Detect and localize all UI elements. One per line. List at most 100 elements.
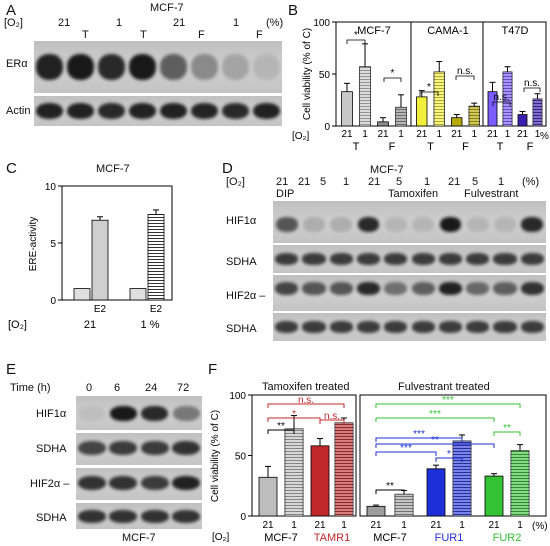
x-tick-label: 1 bbox=[459, 520, 465, 531]
era-blot bbox=[34, 41, 282, 93]
blot-band bbox=[35, 54, 64, 80]
blot-band bbox=[356, 321, 381, 333]
panel-a-treatment: T bbox=[140, 29, 147, 41]
panel-e-row-label: HIF1α bbox=[36, 408, 67, 420]
bar-stripes bbox=[434, 71, 445, 126]
x-axis-o2-label: [O₂] bbox=[212, 532, 229, 543]
bar-stripes bbox=[453, 440, 471, 516]
significance-bracket bbox=[375, 451, 437, 456]
significance-label: ** bbox=[503, 423, 511, 434]
y-tick-label: 100 bbox=[313, 18, 330, 29]
blot-band bbox=[159, 54, 188, 80]
significance-label: *** bbox=[413, 429, 425, 440]
blot-band bbox=[172, 441, 201, 456]
blot-band bbox=[35, 102, 64, 120]
panel-e-row-label: HIF2α – bbox=[30, 478, 70, 490]
x-tick-label: 21 bbox=[488, 520, 500, 531]
bar-stripes bbox=[285, 428, 303, 516]
panel-d-o2-value: 21 bbox=[276, 176, 289, 188]
blot-band bbox=[412, 216, 435, 232]
panel-d-o2-value: 21 bbox=[448, 176, 461, 188]
bar bbox=[73, 288, 91, 301]
panel-a-o2-value: 1 bbox=[233, 17, 240, 29]
blot-band bbox=[357, 216, 380, 232]
panel-a-treatment: F bbox=[198, 29, 205, 41]
blot-band bbox=[466, 216, 489, 232]
blot-band bbox=[384, 321, 408, 333]
significance-label: * bbox=[354, 30, 358, 41]
panel-e-time: 24 bbox=[145, 382, 158, 394]
bar-label: E2 bbox=[94, 304, 107, 315]
blot-band bbox=[329, 282, 353, 295]
panel-d-group-fulvestrant: Fulvestrant bbox=[464, 188, 519, 200]
panel-a-unit: (%) bbox=[266, 17, 284, 29]
significance-bracket bbox=[267, 429, 295, 434]
sdha-blot bbox=[76, 503, 202, 529]
cell-line-label: FUR2 bbox=[493, 532, 522, 544]
y-axis-label: ERE-activity bbox=[28, 217, 39, 271]
x-tick-label: 1 bbox=[341, 520, 347, 531]
y-tick-label: 50 bbox=[319, 70, 331, 81]
blot-band bbox=[128, 54, 157, 80]
x-tick-label: 21 bbox=[341, 129, 353, 140]
x-tick-label: 21 bbox=[314, 520, 326, 531]
x-tick-label: 1 bbox=[362, 129, 368, 140]
y-tick-label: 100 bbox=[229, 391, 246, 402]
panel-d-row-label: SDHA bbox=[226, 256, 257, 268]
blot-band bbox=[302, 282, 326, 295]
blot-band bbox=[78, 406, 106, 422]
y-tick-label: 10 bbox=[45, 182, 57, 193]
panel-a-row-label-era: ERα bbox=[6, 58, 28, 70]
bar-stripes bbox=[335, 422, 353, 516]
panel-d-o2-value: 5 bbox=[472, 176, 479, 188]
subplot-title: CAMA-1 bbox=[427, 25, 469, 37]
hif2a-blot bbox=[76, 468, 202, 500]
significance-bracket bbox=[375, 417, 495, 422]
x-tick-label: 21 bbox=[370, 520, 382, 531]
bar-stripes bbox=[359, 66, 371, 126]
blot-band bbox=[520, 282, 544, 295]
x-tick-label: 1 bbox=[401, 520, 407, 531]
panel-e-row-label: SDHA bbox=[36, 443, 67, 455]
blot-band bbox=[140, 441, 169, 456]
panel-d-o2-value: 1 bbox=[424, 176, 431, 188]
panel-c-letter: C bbox=[6, 160, 17, 177]
panel-e-time: 72 bbox=[177, 382, 190, 394]
panel-d-group-dip: DIP bbox=[276, 188, 295, 200]
blot-band bbox=[221, 102, 250, 120]
panel-a-treatment: F bbox=[256, 29, 263, 41]
panel-d-o2-value: 1 bbox=[343, 176, 350, 188]
blot-band bbox=[141, 406, 169, 422]
blot-band bbox=[466, 282, 490, 295]
subplot-title: MCF-7 bbox=[357, 25, 391, 37]
bar-stripes bbox=[511, 450, 529, 516]
blot-band bbox=[493, 282, 517, 295]
significance-label: * bbox=[292, 409, 296, 420]
bar bbox=[484, 475, 504, 517]
panel-d-o2-value: 5 bbox=[396, 176, 403, 188]
blot-band bbox=[302, 321, 326, 333]
y-axis-label: Cell viability (% of C) bbox=[210, 410, 221, 502]
panel-e-time: 0 bbox=[86, 382, 93, 394]
panel-a-treatment: T bbox=[82, 29, 89, 41]
blot-band bbox=[438, 282, 463, 295]
panel-a-letter: A bbox=[6, 2, 17, 19]
blot-band bbox=[329, 253, 353, 265]
hif1a-blot bbox=[273, 201, 546, 243]
blot-band bbox=[439, 216, 462, 232]
blot-band bbox=[109, 476, 138, 491]
y-tick-label: 0 bbox=[50, 296, 56, 307]
significance-bracket bbox=[319, 419, 345, 424]
blot-band bbox=[356, 253, 381, 265]
panel-f-left-title: Tamoxifen treated bbox=[262, 381, 350, 393]
significance-bracket bbox=[523, 87, 541, 92]
blot-band bbox=[275, 216, 298, 232]
sdha-blot bbox=[76, 433, 202, 465]
bar-label: E2 bbox=[150, 304, 163, 315]
blot-band bbox=[493, 253, 517, 265]
y-axis-label: Cell viability (% of C) bbox=[302, 28, 313, 120]
significance-bracket bbox=[375, 489, 405, 494]
panel-c-title: MCF-7 bbox=[96, 163, 130, 175]
blot-band bbox=[172, 406, 200, 422]
